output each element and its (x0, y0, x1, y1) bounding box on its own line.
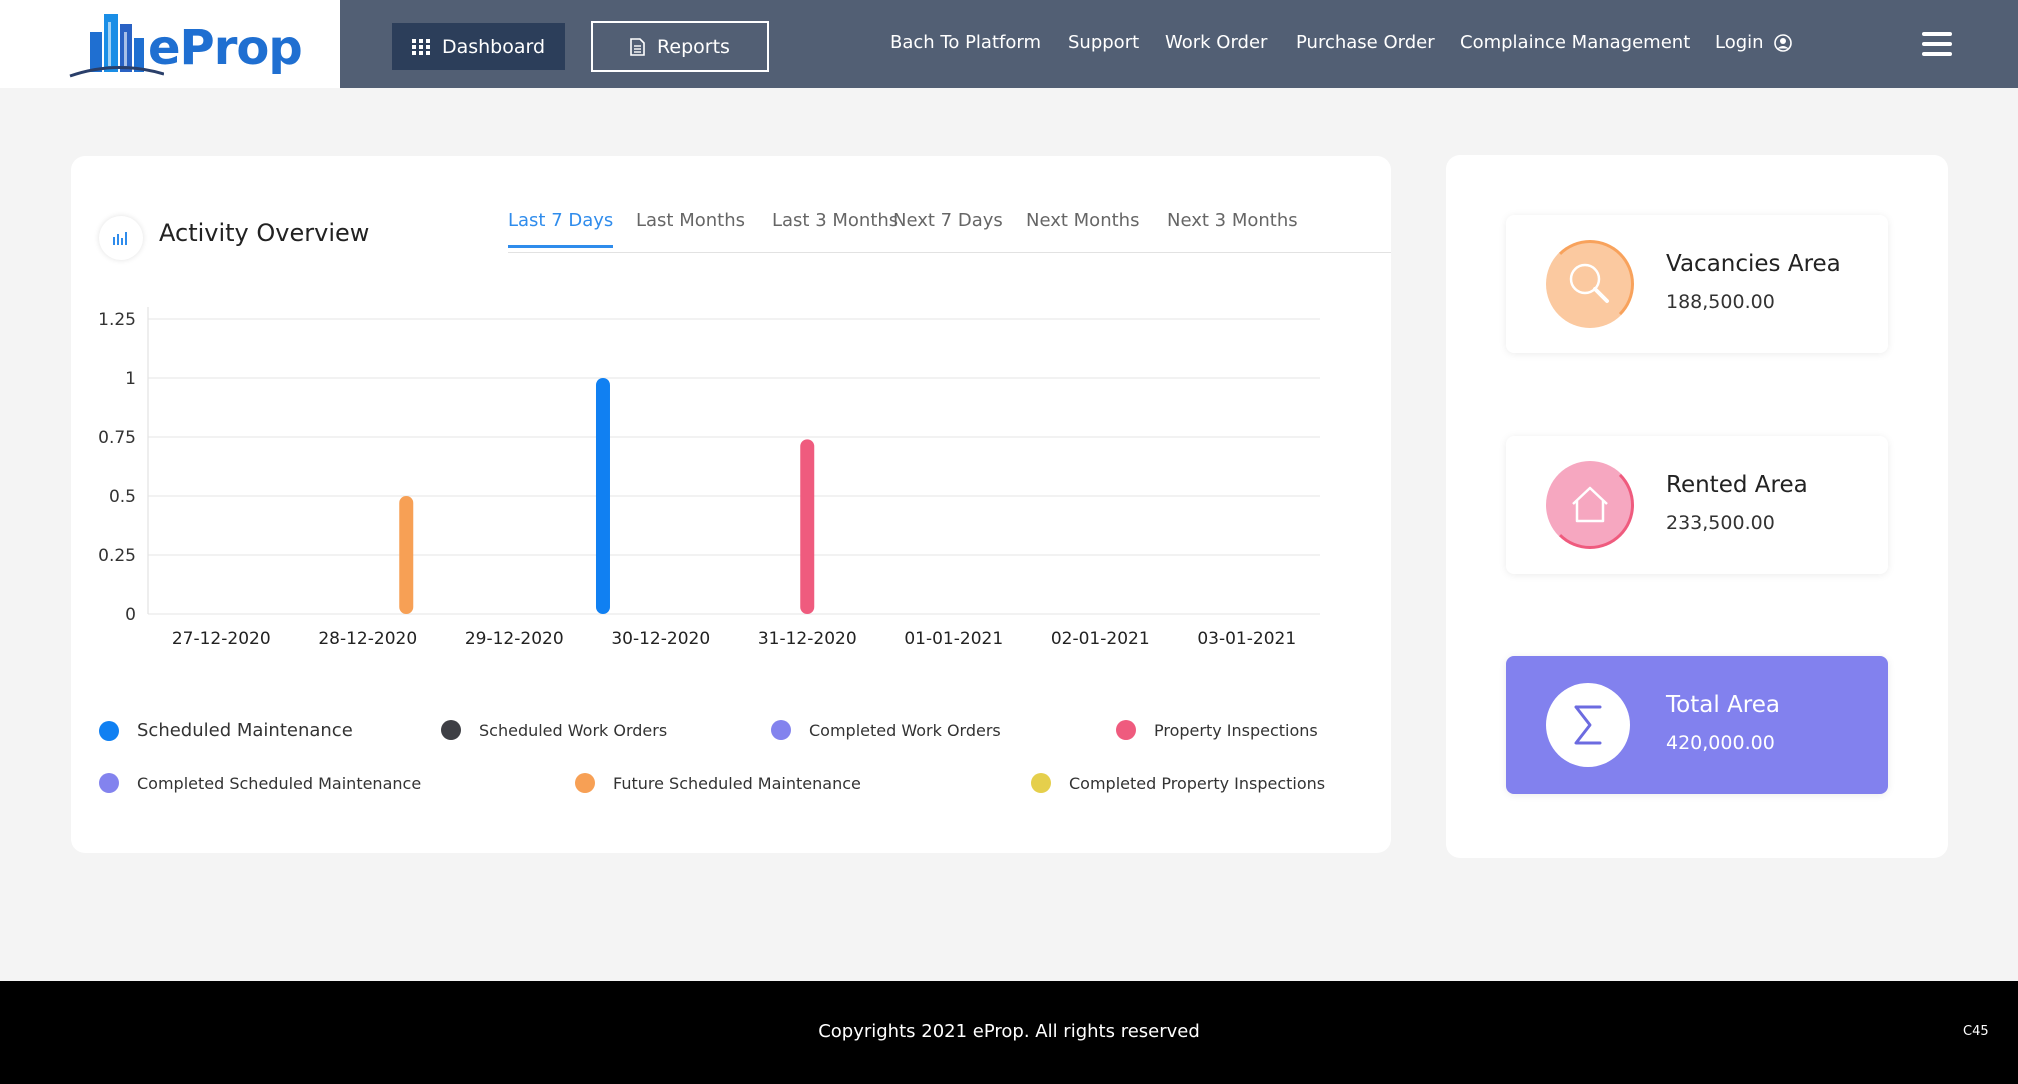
y-tick-label: 1 (125, 369, 136, 389)
bar[interactable] (595, 378, 610, 614)
legend-label: Scheduled Work Orders (479, 720, 668, 740)
house-icon (1572, 486, 1608, 523)
nav-support[interactable]: Support (1068, 32, 1140, 53)
x-tick-label: 31-12-2020 (758, 629, 857, 649)
footer-code: C45 (1963, 1024, 1989, 1039)
legend-label: Scheduled Maintenance (137, 720, 353, 741)
tab-next-3-months[interactable]: Next 3 Months (1167, 210, 1298, 231)
legend-dot (771, 720, 791, 740)
sigma-icon (1574, 705, 1602, 745)
area-stats-panel: Vacancies Area 188,500.00 Rented Area 23… (1446, 155, 1948, 858)
nav-work-order[interactable]: Work Order (1165, 32, 1268, 53)
activity-overview-title: Activity Overview (159, 219, 370, 247)
dashboard-label: Dashboard (441, 35, 546, 58)
legend-item[interactable]: Completed Work Orders (771, 720, 1001, 740)
legend-item[interactable]: Completed Scheduled Maintenance (99, 773, 421, 793)
vacancies-area-title: Vacancies Area (1666, 251, 1841, 277)
activity-bar-chart: 0 0.25 0.5 0.75 1 1.25 27-12-2020 28-12-2020 29-… (98, 307, 1320, 649)
legend-dot (441, 720, 461, 740)
legend-item[interactable]: Future Scheduled Maintenance (575, 773, 861, 793)
user-circle-icon (1773, 33, 1792, 52)
reports-button[interactable]: Reports (591, 21, 769, 72)
x-tick-label: 02-01-2021 (1051, 629, 1150, 649)
total-area-card[interactable]: Total Area 420,000.00 (1506, 656, 1888, 794)
activity-overview-panel: Activity Overview Last 7 Days Last Month… (71, 156, 1391, 853)
legend-dot (99, 720, 119, 741)
logo[interactable]: eProp (0, 0, 340, 88)
tab-last-3-months[interactable]: Last 3 Months (772, 210, 899, 231)
legend-item[interactable]: Scheduled Maintenance (99, 720, 353, 741)
legend-label: Property Inspections (1154, 720, 1318, 740)
tab-last-months[interactable]: Last Months (636, 210, 746, 231)
reports-label: Reports (657, 35, 730, 58)
login-label: Login (1715, 32, 1764, 53)
tab-next-7-days[interactable]: Next 7 Days (893, 210, 1003, 231)
y-tick-label: 1.25 (98, 310, 136, 330)
nav-purchase-order[interactable]: Purchase Order (1296, 32, 1435, 53)
search-icon (1569, 263, 1609, 303)
x-tick-label: 03-01-2021 (1197, 629, 1296, 649)
hamburger-menu-icon[interactable] (1922, 32, 1952, 58)
bar[interactable] (399, 496, 414, 614)
vacancies-area-card[interactable]: Vacancies Area 188,500.00 (1506, 215, 1888, 353)
total-area-value: 420,000.00 (1666, 732, 1775, 754)
vacancies-icon-circle (1546, 240, 1634, 328)
legend-dot (575, 773, 595, 793)
rented-area-value: 233,500.00 (1666, 512, 1775, 534)
legend-dot (1031, 773, 1051, 793)
tab-next-months[interactable]: Next Months (1026, 210, 1140, 231)
document-icon (630, 37, 645, 56)
dashboard-button[interactable]: Dashboard (392, 23, 565, 70)
y-tick-label: 0.25 (98, 546, 136, 566)
grid-icon (411, 38, 430, 55)
rented-area-title: Rented Area (1666, 472, 1808, 498)
page-footer: Copyrights 2021 eProp. All rights reserv… (0, 981, 2018, 1084)
vacancies-area-value: 188,500.00 (1666, 291, 1775, 313)
copyright-text: Copyrights 2021 eProp. All rights reserv… (818, 1021, 1200, 1042)
y-tick-label: 0.5 (109, 487, 136, 507)
buildings-logo-icon (69, 14, 164, 78)
x-tick-label: 28-12-2020 (318, 629, 417, 649)
period-tabs: Last 7 Days Last Months Last 3 Months Ne… (508, 210, 1391, 253)
legend-dot (99, 773, 119, 793)
nav-bach-to-platform[interactable]: Bach To Platform (890, 32, 1041, 53)
legend-item[interactable]: Scheduled Work Orders (441, 720, 667, 740)
bar-chart-icon (99, 216, 143, 260)
x-tick-label: 30-12-2020 (611, 629, 710, 649)
legend-label: Completed Scheduled Maintenance (137, 773, 422, 793)
y-tick-label: 0 (125, 605, 136, 625)
legend-dot (1116, 720, 1136, 740)
bar[interactable] (800, 439, 815, 614)
brand-name: eProp (148, 20, 303, 76)
total-area-title: Total Area (1666, 692, 1780, 718)
total-icon-circle (1546, 683, 1630, 767)
legend-item[interactable]: Completed Property Inspections (1031, 773, 1325, 793)
x-tick-label: 29-12-2020 (465, 629, 564, 649)
top-header: eProp Dashboard Reports Bach To Platform… (0, 0, 2018, 88)
nav-compliance-management[interactable]: Complaince Management (1460, 32, 1691, 53)
rented-area-card[interactable]: Rented Area 233,500.00 (1506, 436, 1888, 574)
rented-icon-circle (1546, 461, 1634, 549)
tab-last-7-days[interactable]: Last 7 Days (508, 210, 614, 248)
login-link[interactable]: Login (1715, 32, 1792, 53)
x-tick-label: 01-01-2021 (904, 629, 1003, 649)
legend-label: Completed Work Orders (809, 720, 1001, 740)
x-tick-label: 27-12-2020 (172, 629, 271, 649)
legend-label: Future Scheduled Maintenance (613, 773, 861, 793)
y-tick-label: 0.75 (98, 428, 136, 448)
legend-item[interactable]: Property Inspections (1116, 720, 1318, 740)
legend-label: Completed Property Inspections (1069, 773, 1326, 793)
